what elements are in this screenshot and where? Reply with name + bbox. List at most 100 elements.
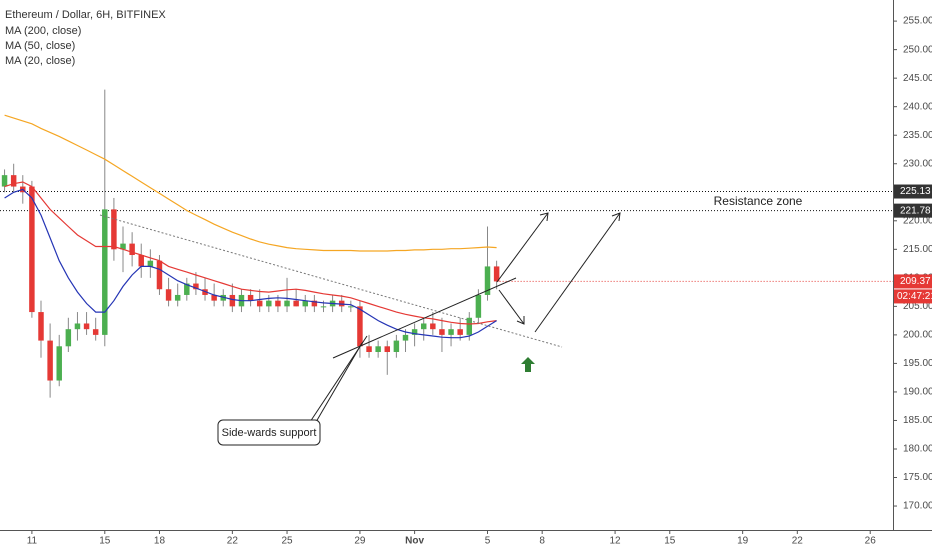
candle-body [402, 334, 409, 341]
candle-body [56, 346, 62, 381]
callout-pointer [309, 335, 368, 423]
candle-body [174, 294, 181, 301]
candle-body [375, 346, 381, 353]
y-tick-label: 195.00 [903, 358, 932, 369]
candle-body [129, 243, 135, 256]
legend-entry: MA (20, close) [5, 55, 75, 67]
y-tick-label: 185.00 [903, 415, 932, 426]
y-tick-label: 255.00 [903, 16, 932, 27]
candle-body [484, 266, 491, 295]
candle-body [47, 340, 53, 381]
plot [0, 89, 893, 398]
y-tick-label: 190.00 [903, 387, 932, 398]
y-tick-label: 205.00 [903, 301, 932, 312]
y-tick-label: 240.00 [903, 101, 932, 112]
candle-body [393, 340, 400, 353]
x-tick-label: 29 [354, 536, 366, 547]
candle-body [348, 306, 354, 308]
x-tick-label: Nov [405, 536, 424, 547]
candle-body [311, 300, 318, 307]
candle-body [184, 283, 190, 295]
last-price-box [894, 274, 932, 289]
candle-body [411, 329, 418, 335]
candle-body [229, 294, 236, 307]
candle-body [10, 175, 17, 187]
x-tick-label: 8 [539, 536, 545, 547]
y-tick-label: 175.00 [903, 472, 932, 483]
candle-body [439, 329, 445, 335]
y-tick-label: 235.00 [903, 130, 932, 141]
arrows [309, 212, 621, 423]
candle-body [293, 300, 299, 307]
candle-body [156, 260, 163, 290]
candle-body [138, 255, 144, 267]
price-label-box [894, 203, 932, 218]
countdown-box [894, 289, 932, 304]
last-price-label: 209.37 [900, 276, 931, 287]
candle-body [466, 317, 473, 335]
arrow [534, 212, 621, 333]
candle-body [147, 260, 154, 267]
candle-body [384, 346, 391, 353]
countdown: 02:47:21 [897, 291, 932, 302]
x-tick-label: 5 [485, 536, 491, 547]
candle-body [211, 294, 217, 301]
candle-body [92, 329, 99, 335]
x-tick-label: 22 [227, 536, 239, 547]
chart-title: Ethereum / Dollar, 6H, BITFINEX [5, 9, 166, 21]
arrow-head [611, 212, 621, 222]
candle-body [475, 294, 482, 318]
candle-body [302, 300, 308, 307]
legend-entry: MA (200, close) [5, 25, 81, 37]
price-label-box [894, 184, 932, 199]
candle-body [448, 329, 454, 335]
y-tick-label: 245.00 [903, 73, 932, 84]
candle-body [29, 186, 35, 313]
ma-line [4, 114, 497, 252]
candle-body [193, 283, 199, 290]
ma-line [4, 181, 497, 325]
candle-body [357, 306, 363, 347]
arrow [496, 212, 549, 283]
y-tick-label: 215.00 [903, 244, 932, 255]
annotation: Side-wards support [222, 427, 317, 439]
candle-body [457, 329, 463, 335]
x-tick-label: 19 [737, 536, 749, 547]
arrow-head [516, 316, 525, 325]
x-tick-label: 15 [664, 536, 676, 547]
legend-entry: MA (50, close) [5, 40, 75, 52]
y-tick-label: 230.00 [903, 158, 932, 169]
candle-body [1, 175, 8, 187]
candle-body [120, 243, 126, 250]
arrow [498, 289, 525, 325]
x-tick-label: 25 [281, 536, 293, 547]
y-tick-label: 250.00 [903, 44, 932, 55]
x-tick-label: 22 [792, 536, 804, 547]
price-label: 225.13 [900, 186, 931, 197]
trendline [99, 214, 563, 348]
candle-body [420, 323, 427, 330]
candle-body [38, 312, 44, 341]
candle-body [102, 209, 108, 335]
annotation: Resistance zone [714, 194, 803, 208]
candle-body [266, 300, 272, 307]
x-tick-label: 15 [99, 536, 111, 547]
support-line [332, 277, 517, 359]
y-tick-label: 220.00 [903, 215, 932, 226]
candle-body [83, 323, 90, 330]
callout-box [217, 419, 321, 446]
candle-body [74, 323, 81, 330]
x-tick-label: 26 [865, 536, 877, 547]
y-tick-label: 180.00 [903, 444, 932, 455]
candle-body [247, 294, 254, 301]
callout-pointer [315, 342, 363, 423]
candle-body [493, 266, 500, 282]
candle-body [275, 300, 281, 307]
y-tick-label: 170.00 [903, 501, 932, 512]
price-label: 221.78 [900, 205, 931, 216]
candle-body [256, 300, 263, 307]
ma-line [4, 188, 497, 339]
candle-body [284, 300, 290, 307]
